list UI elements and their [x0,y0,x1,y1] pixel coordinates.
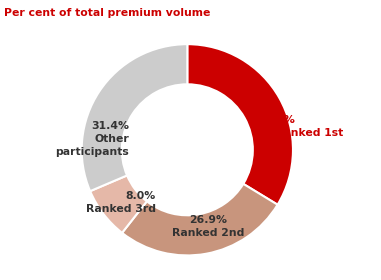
Text: 33.7 %
VIG ranked 1st: 33.7 % VIG ranked 1st [253,115,343,138]
Wedge shape [90,176,147,233]
Text: 26.9%
Ranked 2nd: 26.9% Ranked 2nd [172,215,245,239]
Text: Per cent of total premium volume: Per cent of total premium volume [4,8,210,18]
Wedge shape [122,184,278,255]
Text: 31.4%
Other
participants: 31.4% Other participants [56,121,129,157]
Text: 8.0%
Ranked 3rd: 8.0% Ranked 3rd [86,191,156,214]
Wedge shape [82,44,187,191]
Wedge shape [187,44,293,205]
